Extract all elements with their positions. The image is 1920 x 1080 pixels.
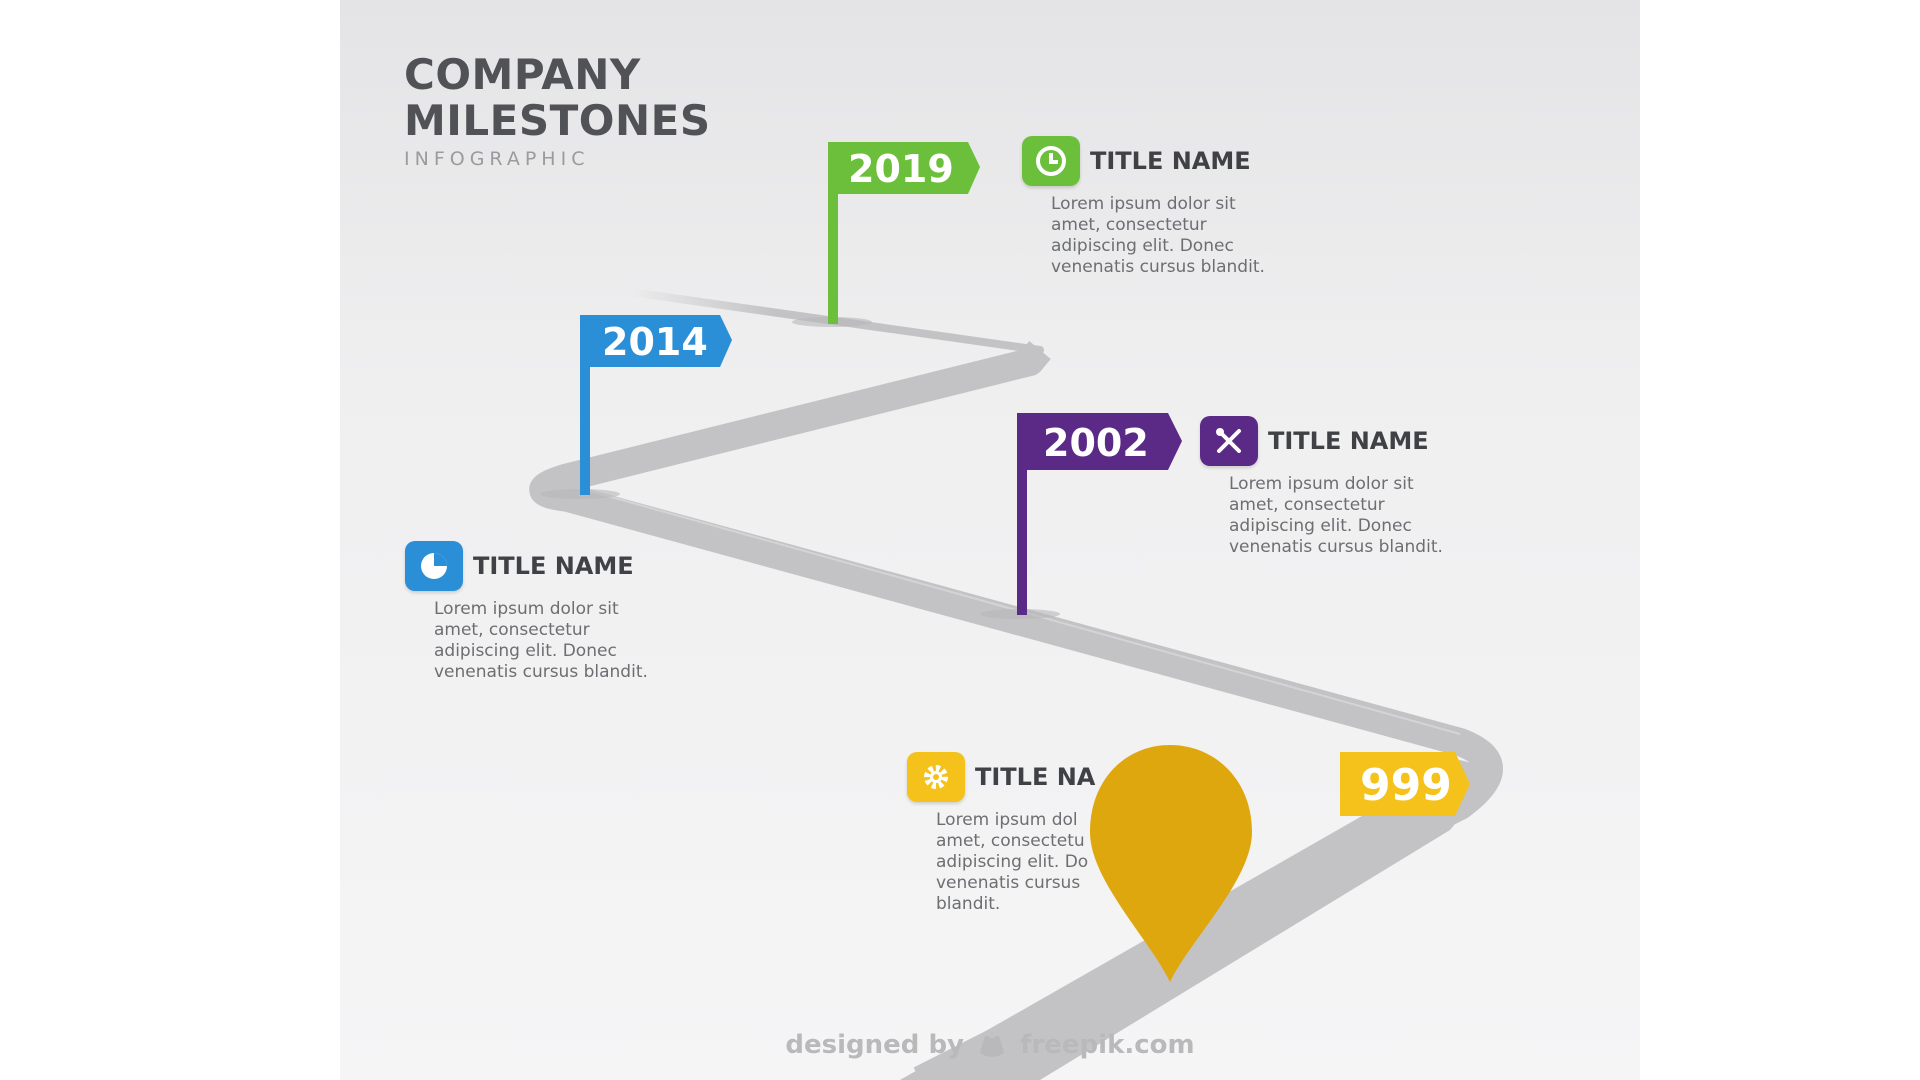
location-pin-marker[interactable] [1090, 745, 1252, 982]
infographic-canvas: 2019 2014 2002 999 COMPANY MILESTONES IN… [340, 0, 1640, 1080]
milestone-description: Lorem ipsum dolor sit amet, consectetur … [434, 599, 648, 682]
flag-banner [580, 315, 732, 367]
flag-year-label: 2014 [602, 320, 708, 364]
flag-pole [580, 315, 590, 495]
flag-pole [1017, 413, 1027, 615]
milestone-2014: TITLE NAME Lorem ipsum dolor sit amet, c… [405, 541, 654, 683]
page-subtitle: INFOGRAPHIC [404, 148, 590, 170]
gear-icon [907, 752, 965, 802]
milestone-description: Lorem ipsum dolor sit amet, consectetur … [1229, 474, 1443, 557]
flag-year-label: 999 [1360, 760, 1452, 811]
flag-1999: 999 [1340, 752, 1470, 816]
road-graphic: 2019 2014 2002 999 [529, 142, 1503, 1080]
milestone-description-line: adipiscing elit. Do [936, 852, 1089, 872]
footer-prefix: designed by [785, 1030, 965, 1060]
tools-icon [1200, 416, 1258, 466]
flag-2019: 2019 [828, 142, 980, 324]
milestone-description-line: blandit. [936, 894, 1001, 914]
milestone-title: TITLE NAME [473, 552, 634, 580]
page-title-line1: COMPANY [404, 50, 641, 99]
milestone-description: Lorem ipsum dol amet, consectetu adipisc… [936, 810, 1156, 915]
freepik-logo-icon [977, 1031, 1007, 1064]
flag-year-label: 2002 [1043, 421, 1149, 465]
flag-pole [828, 142, 838, 324]
page-title-line2: MILESTONES [404, 96, 711, 145]
flag-banner [828, 142, 980, 194]
page-header: COMPANY MILESTONES INFOGRAPHIC [404, 50, 711, 171]
flag-2002: 2002 [1017, 413, 1182, 615]
milestone-2002: TITLE NAME Lorem ipsum dolor sit amet, c… [1200, 416, 1449, 558]
flag-2014: 2014 [580, 315, 732, 495]
flag-banner [1017, 413, 1182, 470]
milestone-description-line: venenatis cursus [936, 873, 1081, 893]
milestone-description-line: Lorem ipsum dol [936, 810, 1078, 830]
milestone-title: TITLE NA [975, 763, 1096, 791]
milestone-description-line: amet, consectetu [936, 831, 1085, 851]
flag-year-label: 2019 [848, 147, 954, 191]
flag-banner [1340, 752, 1470, 816]
milestone-title: TITLE NAME [1090, 147, 1251, 175]
clock-icon [1022, 136, 1080, 186]
milestone-title: TITLE NAME [1268, 427, 1429, 455]
milestone-description: Lorem ipsum dolor sit amet, consectetur … [1051, 194, 1265, 277]
milestone-2019: TITLE NAME Lorem ipsum dolor sit amet, c… [1022, 136, 1271, 278]
pie-chart-icon [405, 541, 463, 591]
footer-brand[interactable]: freepik.com [1020, 1030, 1195, 1060]
footer-credit: designed by freepik.com [340, 1030, 1640, 1064]
milestone-1999: TITLE NA Lorem ipsum dol amet, consectet… [907, 752, 1156, 915]
